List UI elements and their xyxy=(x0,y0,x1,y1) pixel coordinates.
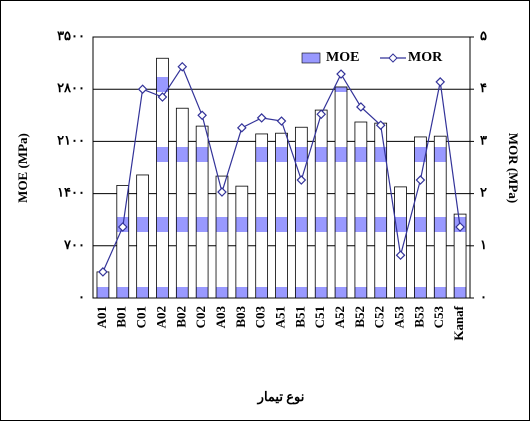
bar xyxy=(314,109,328,299)
x-tick-label: C03 xyxy=(253,306,268,329)
y2-tick-label: ۵ xyxy=(480,28,487,43)
y-tick-label: ۲۸۰۰ xyxy=(57,80,85,95)
marker xyxy=(217,187,227,197)
legend-label: MOR xyxy=(408,50,443,65)
bar xyxy=(215,175,229,299)
marker xyxy=(137,84,148,95)
y2-tick-label: ۰ xyxy=(480,289,487,304)
marker xyxy=(455,222,465,232)
x-axis-label: نوع تیمار xyxy=(257,389,305,405)
x-tick-label: A01 xyxy=(94,306,109,328)
marker xyxy=(98,267,108,277)
bar xyxy=(354,121,368,299)
x-tick-label: B51 xyxy=(292,306,307,328)
y2-tick-label: ۴ xyxy=(480,80,487,95)
x-tick-label: B01 xyxy=(114,306,129,328)
x-tick-label: C53 xyxy=(431,306,446,329)
x-tick-label: A53 xyxy=(392,306,407,329)
x-tick-label: B53 xyxy=(411,306,426,328)
y2-tick-label: ۲ xyxy=(480,185,487,200)
marker xyxy=(177,61,188,72)
marker xyxy=(236,122,247,133)
x-tick-label: A02 xyxy=(153,306,168,328)
bar xyxy=(116,184,130,299)
marker xyxy=(356,102,366,112)
marker xyxy=(117,222,128,232)
x-tick-label: C51 xyxy=(312,306,327,328)
marker xyxy=(197,110,207,121)
marker xyxy=(296,175,307,185)
marker xyxy=(336,69,346,79)
bar xyxy=(453,213,467,299)
bar xyxy=(414,136,427,299)
marker xyxy=(375,120,386,131)
bar xyxy=(294,126,308,299)
x-tick-label: Kanaf xyxy=(451,305,466,340)
x-tick-label: A03 xyxy=(213,306,228,329)
bar xyxy=(433,135,447,299)
x-tick-label: C52 xyxy=(372,306,387,328)
y-axis-label: MOE (MPa) xyxy=(15,133,30,203)
x-tick-label: A51 xyxy=(272,306,287,328)
x-tick-label: C02 xyxy=(193,306,208,328)
marker xyxy=(435,77,446,87)
marker xyxy=(276,116,287,126)
legend-swatch xyxy=(301,52,321,64)
x-tick-label: B52 xyxy=(352,306,367,328)
y2-tick-label: ۱ xyxy=(480,237,487,252)
bar xyxy=(394,186,407,299)
y-tick-label: ۳۵۰۰ xyxy=(57,28,85,43)
marker xyxy=(316,109,327,120)
x-tick-label: B02 xyxy=(173,306,188,328)
y-tick-label: ۰ xyxy=(78,289,85,304)
bar xyxy=(195,125,209,299)
y2-axis-label: MOR (MPa) xyxy=(506,133,521,203)
y2-tick-label: ۳ xyxy=(480,132,487,147)
bar xyxy=(275,132,288,299)
x-tick-label: B03 xyxy=(233,306,248,328)
x-tick-label: C01 xyxy=(134,306,149,328)
bar xyxy=(136,174,149,299)
marker xyxy=(415,175,426,185)
legend-marker xyxy=(388,53,398,63)
bar xyxy=(175,107,189,299)
legend-label: MOE xyxy=(326,50,359,65)
marker xyxy=(395,250,406,261)
y-tick-label: ۱۴۰۰ xyxy=(57,185,85,200)
x-tick-label: A52 xyxy=(332,306,347,328)
marker xyxy=(157,92,168,102)
bar xyxy=(235,185,249,299)
bar xyxy=(255,133,269,299)
y-tick-label: ۷۰۰ xyxy=(63,237,85,252)
marker xyxy=(256,113,267,123)
y-tick-label: ۲۱۰۰ xyxy=(57,132,85,147)
bar xyxy=(156,57,169,299)
bar xyxy=(334,86,348,299)
